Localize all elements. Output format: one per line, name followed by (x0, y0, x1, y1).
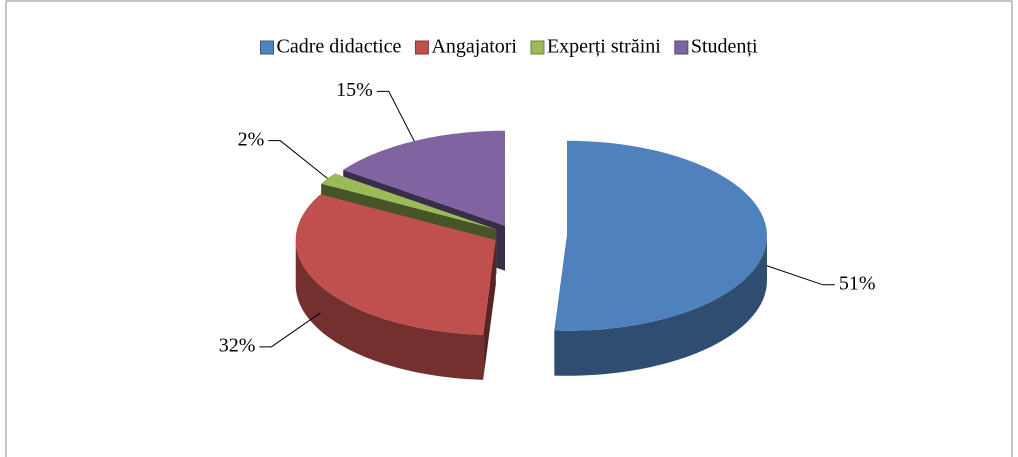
legend-swatch (530, 40, 545, 55)
slice-top (295, 194, 496, 335)
slice-side (295, 240, 484, 380)
legend-label: Angajatori (431, 36, 517, 58)
slice-side (554, 235, 767, 376)
leader-line (268, 140, 328, 179)
leader-line (376, 90, 415, 142)
legend-swatch (414, 40, 429, 55)
data-label: 2% (238, 128, 265, 150)
legend-label: Experți străini (547, 36, 661, 58)
slice (554, 140, 767, 376)
legend-swatch (260, 40, 274, 55)
data-label: 32% (219, 334, 256, 356)
legend-swatch (674, 40, 689, 55)
leader-line (766, 265, 835, 286)
slice-top (321, 173, 497, 230)
slice-top (554, 140, 767, 331)
slice (295, 194, 496, 380)
data-label: 15% (336, 79, 373, 101)
legend-label: Studenți (691, 36, 758, 58)
legend-label: Cadre didactice (277, 36, 402, 58)
leader-line (259, 312, 321, 348)
legend: Cadre didactice Angajatori Experți străini… (260, 36, 758, 58)
slice-top (343, 130, 506, 226)
data-label: 51% (839, 272, 876, 294)
